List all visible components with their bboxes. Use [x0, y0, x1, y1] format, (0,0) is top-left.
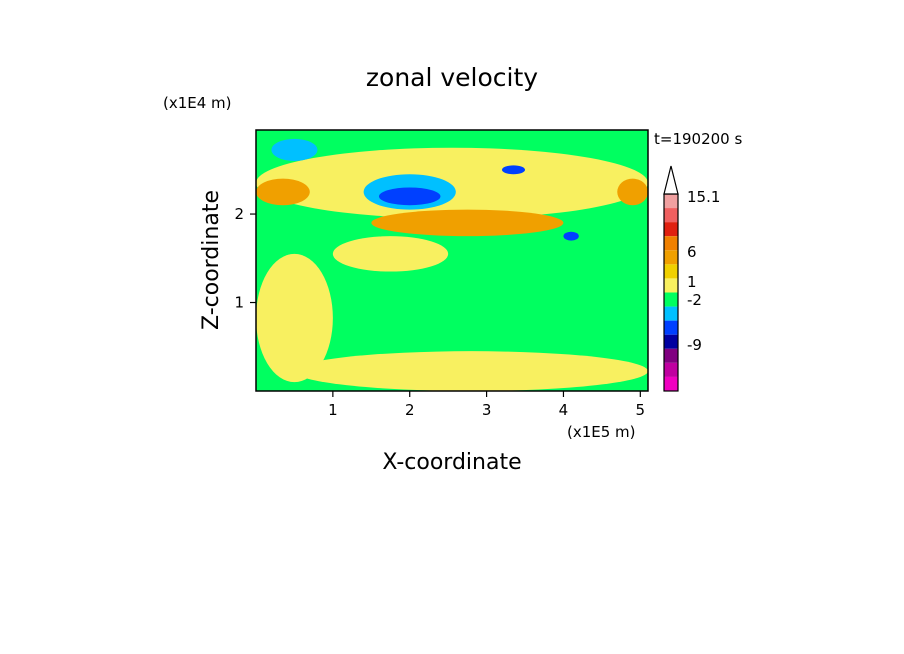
colorbar-bin [664, 278, 678, 293]
colorbar-label: 15.1 [687, 188, 720, 206]
colorbar-bin [664, 376, 678, 391]
x-tick-label: 3 [482, 401, 492, 419]
colorbar-bin [664, 292, 678, 307]
field-region [371, 209, 564, 237]
colorbar-label: -9 [687, 336, 702, 354]
x-axis-title: X-coordinate [382, 450, 521, 475]
x-tick-label: 4 [559, 401, 569, 419]
field-region [332, 236, 449, 272]
colorbar-bin [664, 250, 678, 265]
y-tick-label: 2 [234, 205, 244, 223]
time-label: t=190200 s [654, 130, 742, 148]
colorbar: 15.1 6 1-2 -9 [663, 165, 720, 392]
colorbar-bin [664, 306, 678, 321]
y-axis-title: Z-coordinate [199, 190, 224, 330]
x-tick-label: 1 [328, 401, 338, 419]
plot-frame [255, 129, 649, 392]
y-axis: 12 [234, 205, 256, 312]
colorbar-label: 6 [687, 243, 697, 261]
x-tick-label: 2 [405, 401, 415, 419]
field-region [256, 178, 310, 206]
x-axis: 1 2 3 4 5 [328, 391, 645, 419]
field-region [617, 178, 648, 206]
field-region [256, 253, 333, 383]
field-region [501, 165, 526, 175]
colorbar-bin [664, 320, 678, 335]
field-region [563, 231, 579, 241]
colorbar-bin [664, 362, 678, 377]
field-region [271, 138, 318, 161]
plot-area [256, 130, 648, 391]
colorbar-bin [664, 222, 678, 237]
colorbar-bin [664, 236, 678, 251]
colorbar-label: 1 [687, 273, 697, 291]
colorbar-bin [664, 264, 678, 279]
colorbar-bin [664, 208, 678, 223]
chart-title: zonal velocity [366, 63, 538, 92]
colorbar-bin [664, 334, 678, 349]
colorbar-extend-arrow [663, 165, 679, 195]
field-region [256, 147, 648, 219]
colorbar-bin [664, 194, 678, 209]
colorbar-label: -2 [687, 291, 702, 309]
colorbar-bin [664, 348, 678, 363]
field-region [378, 187, 441, 206]
field-region [294, 351, 648, 391]
x-unit-label: (x1E5 m) [567, 423, 636, 441]
y-unit-label: (x1E4 m) [163, 94, 232, 112]
x-tick-label: 5 [636, 401, 646, 419]
y-tick-label: 1 [234, 294, 244, 312]
